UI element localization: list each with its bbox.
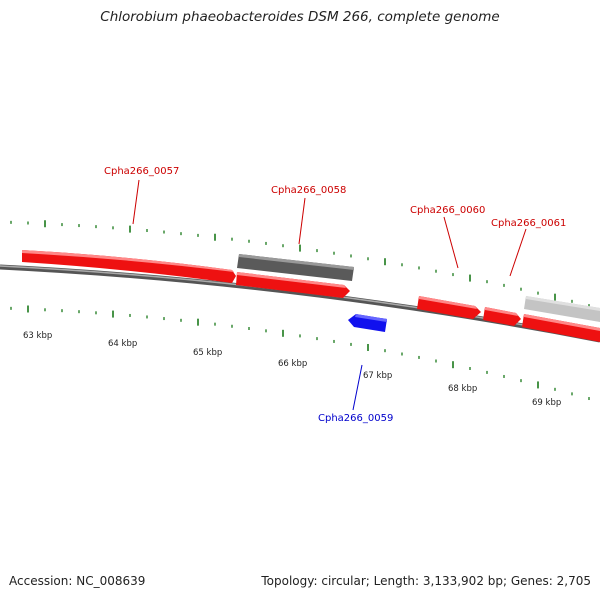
tick-label-64kbp: 64 kbp <box>108 339 137 349</box>
gene-label-cpha266-0060[interactable]: Cpha266_0060 <box>410 205 485 216</box>
gene-next-forward[interactable] <box>522 314 600 342</box>
map-title: Chlorobium phaeobacteroides DSM 266, com… <box>100 9 500 25</box>
gene-next-other[interactable] <box>524 296 600 322</box>
gene-label-cpha266-0058[interactable]: Cpha266_0058 <box>271 185 346 196</box>
gene-label-cpha266-0061[interactable]: Cpha266_0061 <box>491 218 566 229</box>
gene-label-cpha266-0059[interactable]: Cpha266_0059 <box>318 413 393 424</box>
gene-label-cpha266-0057[interactable]: Cpha266_0057 <box>104 166 179 177</box>
gene-cpha266-0057[interactable] <box>22 250 236 283</box>
gene-features <box>22 250 600 342</box>
tick-label-69kbp: 69 kbp <box>532 398 561 408</box>
gene-callout-lines <box>132 179 527 411</box>
gene-cpha266-0058[interactable] <box>236 272 350 298</box>
accession-text: Accession: NC_008639 <box>9 574 146 588</box>
inner-tick-ring <box>10 305 590 401</box>
gene-cpha266-0059[interactable] <box>348 314 387 332</box>
tick-label-67kbp: 67 kbp <box>363 371 392 381</box>
axis-tick-labels: 63 kbp 64 kbp 65 kbp 66 kbp 67 kbp 68 kb… <box>23 331 561 408</box>
gene-cpha266-0060[interactable] <box>417 296 481 319</box>
gene-cpha266-0058-other[interactable] <box>237 254 354 281</box>
tick-label-65kbp: 65 kbp <box>193 348 222 358</box>
gene-cpha266-0061[interactable] <box>483 307 521 326</box>
outer-tick-ring <box>10 220 590 308</box>
tick-label-66kbp: 66 kbp <box>278 359 307 369</box>
tick-label-68kbp: 68 kbp <box>448 384 477 394</box>
tick-label-63kbp: 63 kbp <box>23 331 52 341</box>
genome-backbone <box>0 264 600 343</box>
gene-labels: Cpha266_0057 Cpha266_0058 Cpha266_0059 C… <box>104 166 566 424</box>
genome-summary-text: Topology: circular; Length: 3,133,902 bp… <box>261 574 591 588</box>
